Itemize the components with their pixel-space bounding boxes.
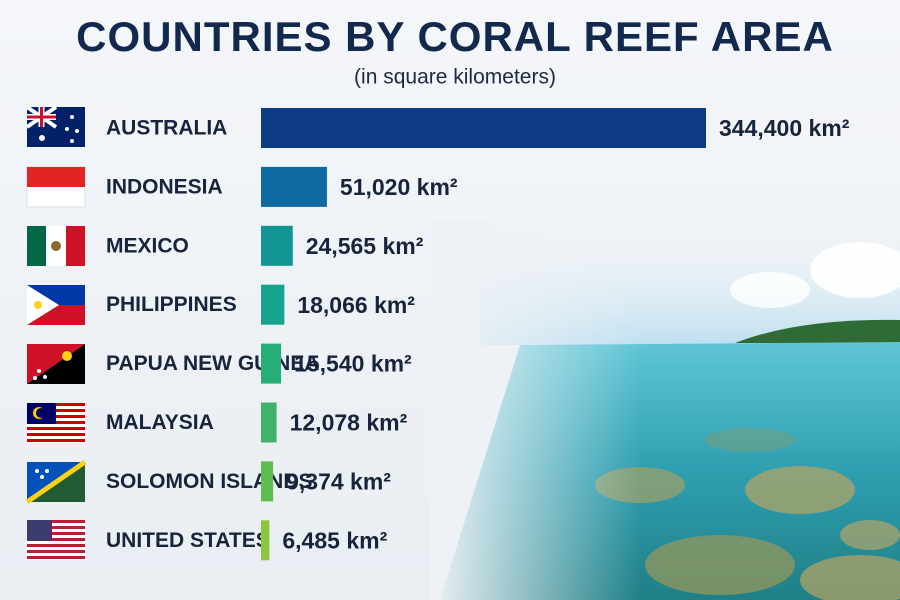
- category-label: PHILIPPINES: [106, 293, 237, 316]
- category-label: SOLOMON ISLANDS: [106, 470, 313, 493]
- value-label: 51,020 km²: [340, 174, 458, 200]
- bar: [261, 520, 270, 561]
- bar: [261, 461, 274, 502]
- sea-photo: [430, 220, 900, 600]
- value-label: 9,374 km²: [286, 468, 391, 494]
- category-label: MALAYSIA: [106, 411, 214, 434]
- bar: [261, 343, 282, 384]
- bar: [261, 284, 285, 325]
- bar: [261, 108, 706, 148]
- chart-subtitle: (in square kilometers): [354, 66, 556, 89]
- value-label: 18,066 km²: [297, 292, 415, 318]
- chart-title: COUNTRIES BY CORAL REEF AREA: [76, 13, 834, 60]
- category-label: PAPUA NEW GUINEA: [106, 352, 320, 375]
- category-label: INDONESIA: [106, 175, 223, 198]
- category-label: MEXICO: [106, 234, 189, 257]
- bar: [261, 402, 277, 443]
- bar: [261, 166, 327, 207]
- value-label: 15,540 km²: [294, 351, 412, 377]
- value-label: 344,400 km²: [719, 115, 850, 141]
- value-label: 24,565 km²: [306, 233, 424, 259]
- category-label: AUSTRALIA: [106, 117, 227, 140]
- category-label: UNITED STATES: [106, 529, 270, 552]
- bar: [261, 225, 293, 266]
- value-label: 6,485 km²: [282, 527, 387, 553]
- flags: [25, 105, 87, 560]
- value-label: 12,078 km²: [290, 410, 408, 436]
